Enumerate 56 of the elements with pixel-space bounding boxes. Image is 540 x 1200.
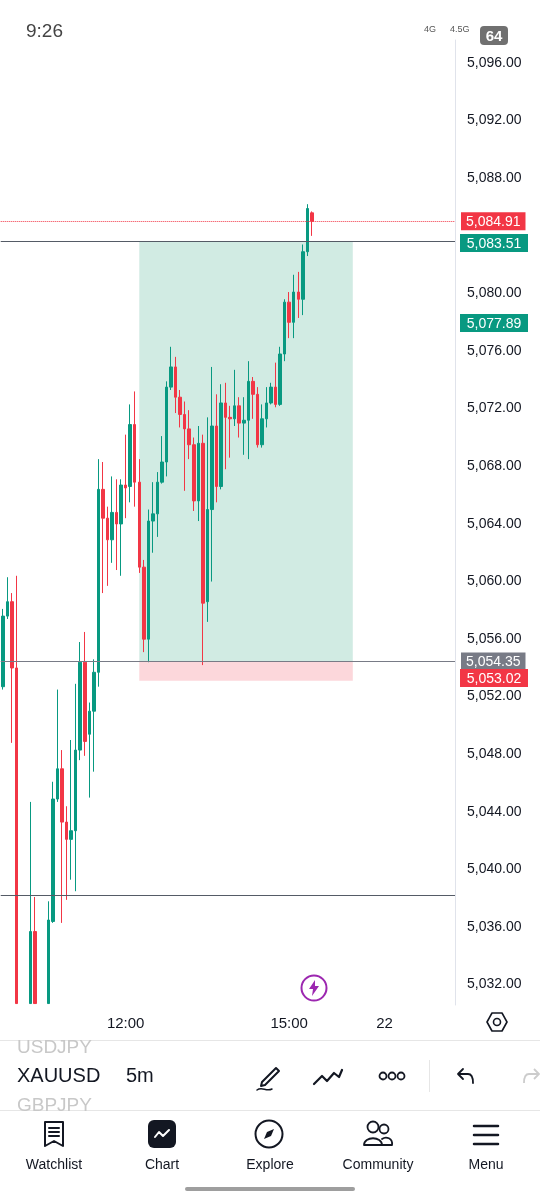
candlestick bbox=[237, 396, 241, 439]
ref-line-label: 5,084.91 bbox=[466, 213, 521, 230]
candlestick bbox=[287, 291, 291, 339]
text: 5m bbox=[126, 1064, 154, 1087]
text: Menu bbox=[467, 1156, 505, 1172]
y-tick-label: 5,076.00 bbox=[467, 341, 522, 358]
ref-line-label: 5,054.35 bbox=[466, 653, 521, 670]
y-tick-label: 5,092.00 bbox=[467, 111, 522, 128]
y-tick-label: 5,032.00 bbox=[467, 975, 522, 992]
candlestick bbox=[215, 393, 218, 503]
candlestick bbox=[124, 434, 127, 519]
text: 4.5G bbox=[450, 24, 470, 34]
candlestick bbox=[33, 896, 37, 1005]
x-tick-label: 22 bbox=[376, 1013, 393, 1031]
candlestick bbox=[60, 749, 64, 924]
candlestick bbox=[233, 369, 236, 427]
text: Chart bbox=[143, 1156, 181, 1172]
candlestick bbox=[297, 271, 300, 319]
y-tick-label: 5,056.00 bbox=[467, 629, 522, 646]
x-tick-label: 15:00 bbox=[270, 1013, 308, 1031]
candlestick bbox=[110, 475, 114, 564]
candlestick bbox=[29, 801, 32, 1005]
text: 5,077.89 bbox=[460, 314, 528, 332]
annotation: 9:26 bbox=[26, 20, 63, 42]
y-tick-label: 5,060.00 bbox=[467, 572, 522, 589]
text: XAUUSD bbox=[17, 1064, 101, 1087]
candlestick bbox=[219, 383, 223, 490]
text: Community bbox=[341, 1156, 415, 1172]
y-tick-label: 5,072.00 bbox=[467, 399, 522, 416]
candlestick bbox=[115, 478, 118, 571]
y-tick-label: 5,052.00 bbox=[467, 687, 522, 704]
candlestick bbox=[201, 434, 205, 666]
y-tick-label: 5,064.00 bbox=[467, 514, 522, 531]
text: 5,083.51 bbox=[460, 234, 528, 252]
y-tick-label: 5,044.00 bbox=[467, 802, 522, 819]
y-tick-label: 5,080.00 bbox=[467, 284, 522, 301]
candlestick bbox=[197, 425, 200, 522]
text: Watchlist bbox=[24, 1156, 84, 1172]
candlestick bbox=[128, 403, 132, 503]
candlestick bbox=[101, 461, 105, 594]
y-tick-label: 5,040.00 bbox=[467, 860, 522, 877]
y-tick-label: 5,068.00 bbox=[467, 456, 522, 473]
y-tick-label: 5,096.00 bbox=[467, 53, 522, 70]
y-tick-label: 5,088.00 bbox=[467, 168, 522, 185]
text: Explore bbox=[245, 1156, 295, 1172]
candlestick bbox=[274, 362, 277, 408]
text: 5,053.02 bbox=[460, 669, 528, 687]
candlestick bbox=[292, 274, 295, 339]
y-tick-label: 5,048.00 bbox=[467, 744, 522, 761]
candlestick bbox=[83, 631, 87, 757]
y-tick-label: 5,036.00 bbox=[467, 917, 522, 934]
text: 4G bbox=[424, 24, 437, 34]
candlestick bbox=[133, 390, 136, 508]
text: 64 bbox=[480, 26, 508, 45]
x-tick-label: 12:00 bbox=[106, 1013, 145, 1031]
candlestick bbox=[119, 478, 123, 577]
